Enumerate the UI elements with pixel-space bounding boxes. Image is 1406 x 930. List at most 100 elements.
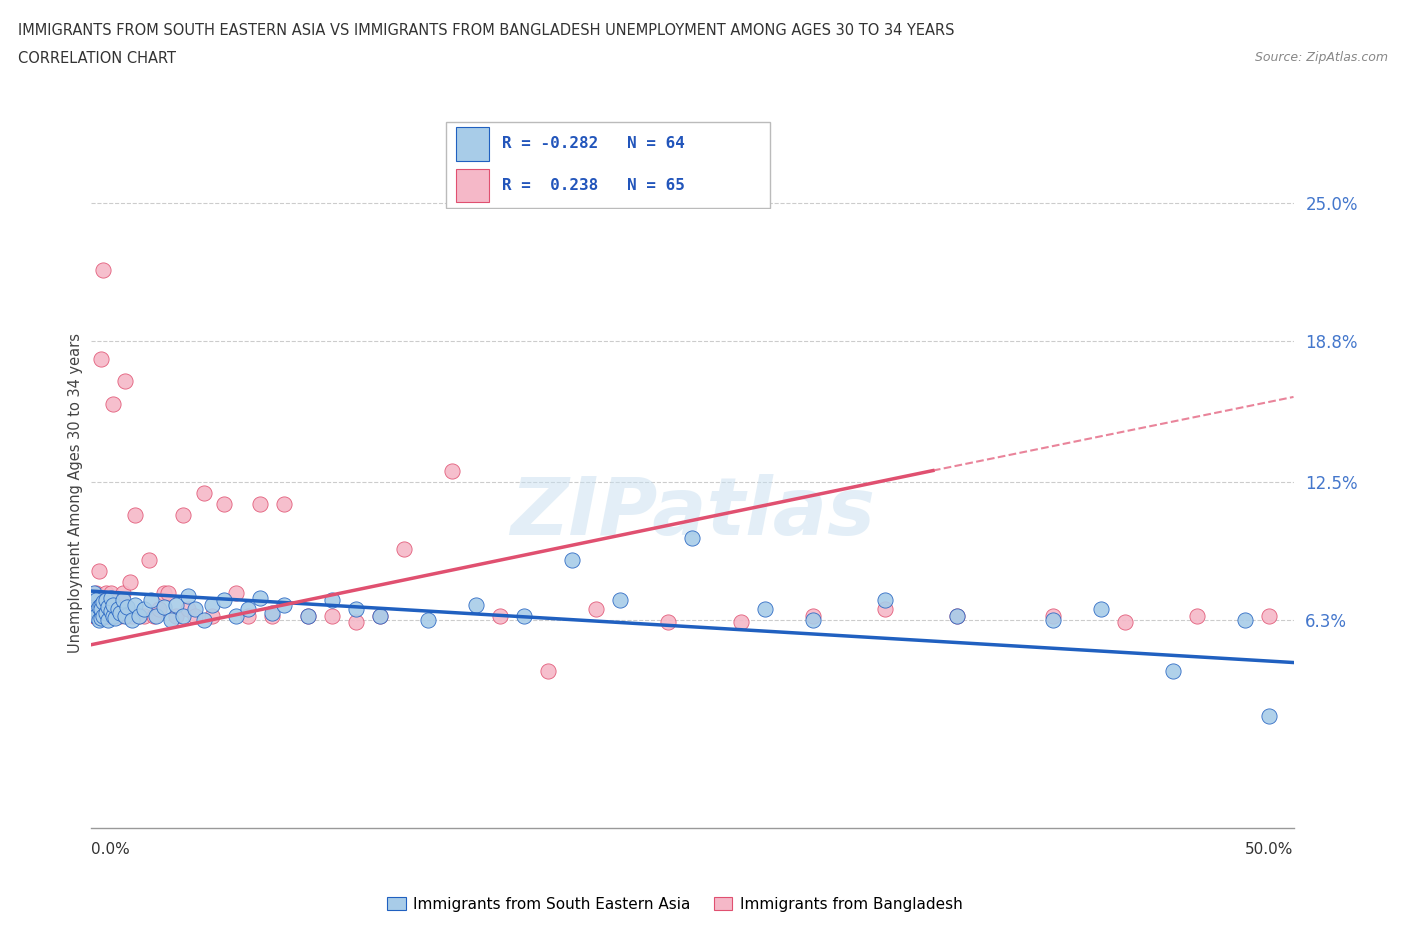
Point [84, 608, 107, 623]
Text: 50.0%: 50.0% [1246, 842, 1294, 857]
Point [104, 610, 127, 625]
Point [249, 497, 271, 512]
Point [152, 599, 174, 614]
Point [1042, 613, 1064, 628]
Point [157, 586, 180, 601]
FancyBboxPatch shape [446, 122, 770, 208]
Point [513, 608, 536, 623]
Point [100, 591, 122, 605]
Point [100, 608, 122, 623]
Point [416, 613, 439, 628]
Point [94, 586, 117, 601]
Point [121, 608, 143, 623]
Text: Source: ZipAtlas.com: Source: ZipAtlas.com [1254, 51, 1388, 64]
Point [249, 591, 271, 605]
Point [225, 608, 247, 623]
Point [111, 592, 134, 607]
Point [561, 552, 583, 567]
Point [1042, 608, 1064, 623]
Point [440, 463, 463, 478]
Point [159, 613, 181, 628]
Point [321, 592, 343, 607]
Text: IMMIGRANTS FROM SOUTH EASTERN ASIA VS IMMIGRANTS FROM BANGLADESH UNEMPLOYMENT AM: IMMIGRANTS FROM SOUTH EASTERN ASIA VS IM… [18, 23, 955, 38]
Point [124, 597, 146, 612]
Point [297, 608, 319, 623]
Point [344, 615, 367, 630]
Point [165, 608, 187, 623]
Point [368, 608, 391, 623]
Point [93, 608, 115, 623]
Text: 0.0%: 0.0% [91, 842, 131, 857]
Point [730, 615, 752, 630]
Point [93, 608, 115, 623]
Point [681, 530, 703, 545]
Point [101, 396, 124, 411]
Text: R =  0.238   N = 65: R = 0.238 N = 65 [502, 178, 685, 193]
Point [87, 564, 110, 578]
Point [101, 597, 124, 612]
Point [117, 599, 139, 614]
Point [87, 608, 110, 623]
Point [87, 599, 110, 614]
Point [118, 575, 141, 590]
Point [392, 541, 415, 556]
Point [193, 485, 215, 500]
Point [97, 613, 120, 628]
Point [110, 606, 132, 621]
Point [84, 592, 107, 607]
Point [145, 608, 167, 623]
Point [260, 608, 283, 623]
Point [107, 592, 129, 607]
Point [489, 608, 512, 623]
Point [193, 613, 215, 628]
Point [97, 608, 120, 623]
Point [141, 592, 163, 607]
Point [121, 613, 143, 628]
Point [184, 608, 207, 623]
Point [260, 606, 283, 621]
Point [609, 592, 631, 607]
Point [801, 613, 824, 628]
Point [83, 597, 105, 612]
Point [212, 497, 235, 512]
Point [90, 610, 112, 625]
Point [83, 602, 105, 617]
Point [873, 592, 896, 607]
Point [90, 597, 112, 612]
Point [585, 602, 607, 617]
Point [93, 595, 115, 610]
Point [111, 586, 134, 601]
Point [165, 597, 187, 612]
Point [84, 586, 107, 601]
Point [801, 608, 824, 623]
Point [465, 597, 488, 612]
Point [107, 602, 129, 617]
Point [184, 602, 207, 617]
Point [83, 608, 105, 623]
Point [114, 608, 136, 623]
Point [172, 508, 194, 523]
Point [104, 608, 127, 623]
Bar [456, 127, 489, 161]
Point [172, 608, 194, 623]
Point [100, 586, 122, 601]
Point [100, 604, 122, 618]
Point [212, 592, 235, 607]
Point [1114, 615, 1136, 630]
Point [142, 608, 165, 623]
Point [93, 608, 115, 623]
Point [110, 608, 132, 623]
Point [657, 615, 679, 630]
Point [754, 602, 776, 617]
Point [201, 608, 224, 623]
Point [90, 608, 112, 623]
Point [201, 597, 224, 612]
Point [84, 608, 107, 623]
Text: CORRELATION CHART: CORRELATION CHART [18, 51, 176, 66]
Point [236, 602, 259, 617]
Point [117, 608, 139, 623]
Point [1161, 664, 1184, 679]
Point [176, 602, 198, 617]
Point [134, 602, 156, 617]
Point [124, 508, 146, 523]
